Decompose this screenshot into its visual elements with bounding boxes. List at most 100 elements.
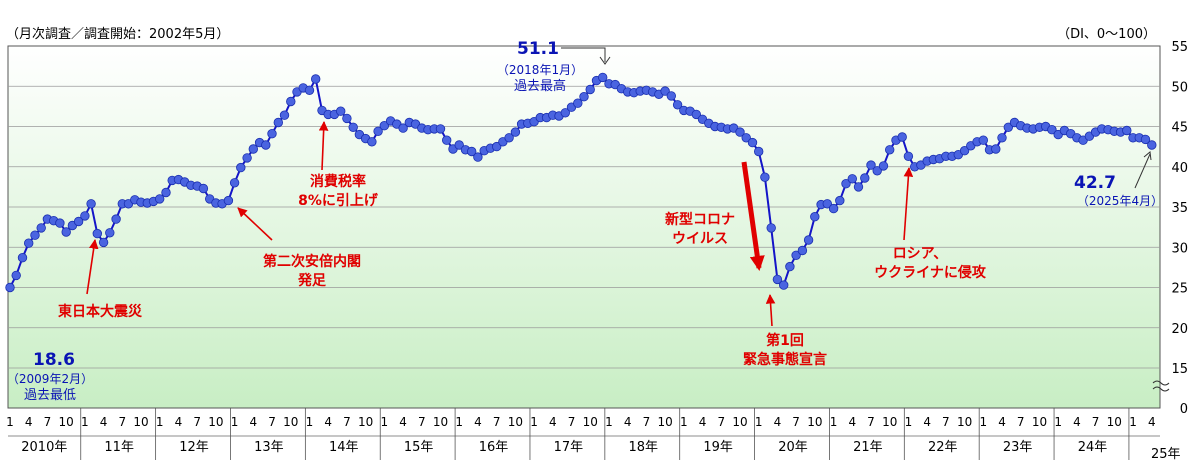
data-point xyxy=(897,132,907,142)
x-month-tick-label: 1 xyxy=(905,415,913,429)
abe-arrow xyxy=(237,207,273,241)
data-point xyxy=(747,137,758,148)
axis-break-icon xyxy=(1152,380,1170,392)
x-month-tick-label: 4 xyxy=(923,415,931,429)
y-tick-label: 50 xyxy=(1171,80,1188,95)
y-tick-label: 55 xyxy=(1171,40,1188,55)
covid-arrow xyxy=(741,161,765,271)
data-point xyxy=(36,223,46,233)
data-point xyxy=(379,120,390,131)
data-point xyxy=(835,195,845,206)
x-month-tick-label: 10 xyxy=(957,415,972,429)
data-point xyxy=(348,122,358,133)
high-caption-label: 過去最高 xyxy=(514,78,566,94)
x-month-tick-label: 10 xyxy=(1032,415,1047,429)
data-point xyxy=(666,91,677,101)
data-point xyxy=(154,194,165,204)
data-point xyxy=(92,228,103,239)
x-year-label: 14年 xyxy=(329,440,359,455)
x-month-tick-label: 1 xyxy=(455,415,463,429)
x-month-tick-label: 7 xyxy=(643,415,651,429)
x-month-tick-label: 1 xyxy=(1129,415,1137,429)
low-caption-label: 過去最低 xyxy=(24,388,76,403)
x-month-tick-label: 1 xyxy=(156,415,164,429)
x-month-tick-label: 4 xyxy=(1148,415,1156,429)
x-month-tick-label: 4 xyxy=(699,415,707,429)
series-markers xyxy=(5,72,1157,293)
data-point xyxy=(373,126,383,137)
x-month-tick-label: 7 xyxy=(418,415,426,429)
data-point xyxy=(579,91,589,102)
x-month-tick-label: 4 xyxy=(1073,415,1081,429)
x-year-label: 2010年 xyxy=(21,440,67,455)
data-point xyxy=(80,211,90,221)
x-year-label: 17年 xyxy=(554,440,584,455)
tax-label-line1: 消費税率 xyxy=(310,173,366,190)
data-point xyxy=(17,253,28,263)
x-month-tick-label: 4 xyxy=(175,415,183,429)
data-point xyxy=(311,74,321,84)
data-point xyxy=(797,245,808,256)
data-point xyxy=(741,133,751,143)
data-point xyxy=(1140,134,1151,145)
data-point xyxy=(1147,140,1157,150)
x-month-tick-label: 4 xyxy=(250,415,258,429)
data-point xyxy=(691,109,702,120)
data-point xyxy=(229,178,240,188)
y-tick-label: 15 xyxy=(1171,362,1188,377)
data-point xyxy=(198,183,209,194)
x-month-tick-label: 10 xyxy=(807,415,822,429)
data-point xyxy=(279,110,290,120)
data-point xyxy=(510,127,521,137)
survey-note: （月次調査／調査開始：2002年5月） xyxy=(6,26,229,42)
data-point xyxy=(161,187,171,198)
x-month-tick-label: 4 xyxy=(474,415,482,429)
high-pointer-arrowhead xyxy=(599,56,611,65)
data-point xyxy=(248,144,259,154)
data-point xyxy=(5,282,15,293)
x-month-tick-label: 1 xyxy=(830,415,838,429)
x-month-tick-label: 7 xyxy=(268,415,276,429)
x-month-tick-label: 7 xyxy=(942,415,950,429)
data-point xyxy=(803,235,814,245)
x-month-tick-label: 7 xyxy=(568,415,576,429)
data-point xyxy=(866,160,876,170)
x-month-tick-label: 10 xyxy=(657,415,672,429)
plot-background xyxy=(7,45,1161,409)
x-month-tick-label: 7 xyxy=(343,415,351,429)
data-point xyxy=(828,203,839,214)
y-tick-label: 30 xyxy=(1171,241,1188,256)
data-point xyxy=(1122,125,1132,136)
data-point xyxy=(660,86,670,96)
x-year-label: 12年 xyxy=(179,440,209,455)
data-point xyxy=(735,127,745,137)
quake-label: 東日本大震災 xyxy=(58,303,143,320)
x-month-tick-label: 7 xyxy=(717,415,725,429)
x-month-tick-label: 4 xyxy=(774,415,782,429)
y-tick-label: 0 xyxy=(1180,402,1188,417)
quake-arrow xyxy=(86,239,99,295)
x-month-tick-label: 7 xyxy=(118,415,126,429)
data-point xyxy=(398,123,408,133)
x-year-label: 25年 xyxy=(1151,447,1181,462)
x-month-tick-label: 10 xyxy=(1107,415,1122,429)
data-point xyxy=(991,144,1001,154)
x-month-tick-label: 10 xyxy=(59,415,74,429)
data-point xyxy=(11,270,21,281)
high-value-label: 51.1 xyxy=(517,39,559,59)
x-year-label: 18年 xyxy=(628,440,658,455)
data-point xyxy=(442,135,452,145)
data-point xyxy=(367,137,377,147)
data-point xyxy=(273,117,284,128)
low-date-label: （2009年2月） xyxy=(7,372,93,386)
x-month-tick-label: 7 xyxy=(1092,415,1100,429)
x-month-tick-label: 4 xyxy=(549,415,557,429)
data-point xyxy=(286,96,296,107)
data-point xyxy=(86,199,96,209)
low-value-label: 18.6 xyxy=(33,350,75,370)
y-tick-label: 25 xyxy=(1171,282,1188,297)
data-point xyxy=(73,216,84,227)
x-month-tick-label: 7 xyxy=(44,415,52,429)
data-point xyxy=(473,152,483,162)
